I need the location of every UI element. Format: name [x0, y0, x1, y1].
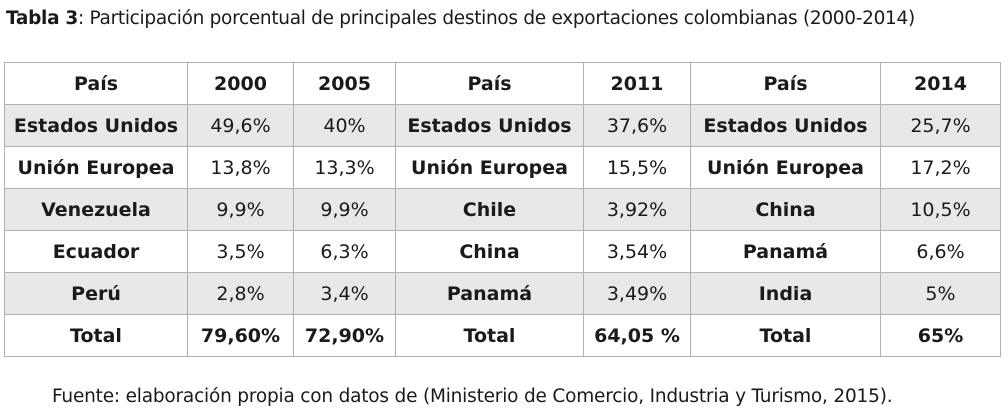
total-row: Total 79,60% 72,90% Total 64,05 % Total 65%: [4, 314, 1001, 357]
value-cell: 10,5%: [880, 188, 1001, 231]
value-cell: 3,92%: [583, 188, 691, 231]
value-cell: 37,6%: [583, 104, 691, 147]
value-cell: 5%: [880, 272, 1001, 315]
column-header: 2005: [293, 62, 396, 105]
value-cell: 6,3%: [293, 230, 396, 273]
table-row: Estados Unidos 49,6% 40% Estados Unidos 37,6…: [4, 104, 1001, 147]
column-header: 2014: [880, 62, 1001, 105]
exports-table: País 2000 2005 País 2011 País 2014 Estados Uni…: [4, 62, 1001, 357]
column-header: País: [690, 62, 881, 105]
table-caption: Tabla 3: Participación porcentual de pri…: [6, 8, 915, 29]
country-cell: Chile: [395, 188, 584, 231]
country-cell: India: [690, 272, 881, 315]
column-header: País: [395, 62, 584, 105]
country-cell: Estados Unidos: [395, 104, 584, 147]
country-cell: Unión Europea: [4, 146, 188, 189]
country-cell: Total: [395, 314, 584, 357]
table-row: Venezuela 9,9% 9,9% Chile 3,92% China 10,5%: [4, 188, 1001, 231]
value-cell: 13,8%: [187, 146, 294, 189]
country-cell: Panamá: [690, 230, 881, 273]
country-cell: Unión Europea: [395, 146, 584, 189]
table-row: Perú 2,8% 3,4% Panamá 3,49% India 5%: [4, 272, 1001, 315]
country-cell: Unión Europea: [690, 146, 881, 189]
country-cell: Total: [690, 314, 881, 357]
value-cell: 2,8%: [187, 272, 294, 315]
value-cell: 49,6%: [187, 104, 294, 147]
value-cell: 6,6%: [880, 230, 1001, 273]
table-row: Unión Europea 13,8% 13,3% Unión Europea 15,5…: [4, 146, 1001, 189]
country-cell: Perú: [4, 272, 188, 315]
country-cell: Estados Unidos: [690, 104, 881, 147]
value-cell: 3,5%: [187, 230, 294, 273]
value-cell: 3,54%: [583, 230, 691, 273]
column-header: 2000: [187, 62, 294, 105]
country-cell: Panamá: [395, 272, 584, 315]
column-header: País: [4, 62, 188, 105]
value-cell: 3,49%: [583, 272, 691, 315]
value-cell: 3,4%: [293, 272, 396, 315]
caption-text: : Participación porcentual de principale…: [78, 8, 915, 29]
value-cell: 15,5%: [583, 146, 691, 189]
value-cell: 9,9%: [187, 188, 294, 231]
value-cell: 64,05 %: [583, 314, 691, 357]
value-cell: 79,60%: [187, 314, 294, 357]
value-cell: 9,9%: [293, 188, 396, 231]
value-cell: 72,90%: [293, 314, 396, 357]
caption-label: Tabla 3: [6, 8, 78, 29]
header-row: País 2000 2005 País 2011 País 2014: [4, 62, 1001, 105]
country-cell: Total: [4, 314, 188, 357]
value-cell: 17,2%: [880, 146, 1001, 189]
table-row: Ecuador 3,5% 6,3% China 3,54% Panamá 6,6%: [4, 230, 1001, 273]
country-cell: Estados Unidos: [4, 104, 188, 147]
value-cell: 13,3%: [293, 146, 396, 189]
value-cell: 65%: [880, 314, 1001, 357]
country-cell: Venezuela: [4, 188, 188, 231]
value-cell: 25,7%: [880, 104, 1001, 147]
value-cell: 40%: [293, 104, 396, 147]
country-cell: Ecuador: [4, 230, 188, 273]
country-cell: China: [395, 230, 584, 273]
country-cell: China: [690, 188, 881, 231]
column-header: 2011: [583, 62, 691, 105]
source-note: Fuente: elaboración propia con datos de …: [52, 386, 893, 407]
